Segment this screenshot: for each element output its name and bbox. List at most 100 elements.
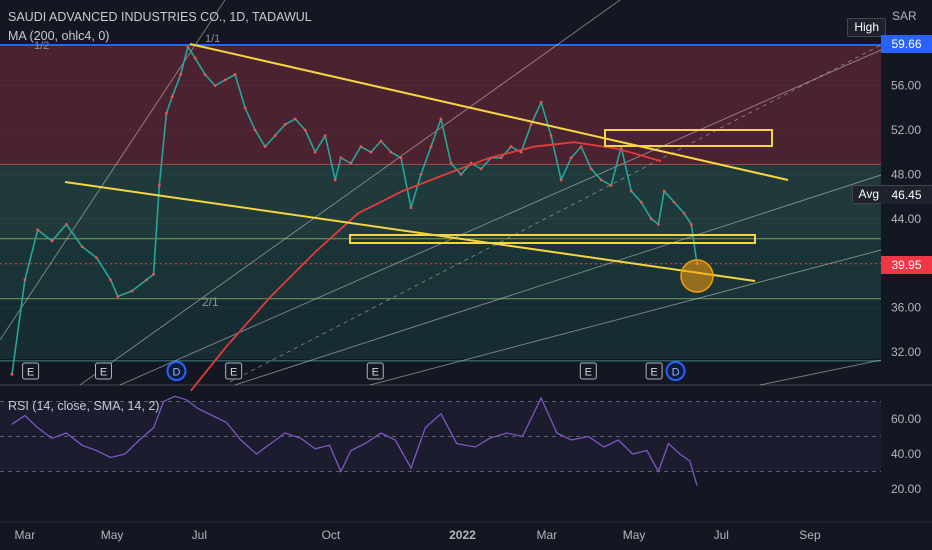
price-point (193, 56, 197, 60)
price-point (379, 139, 383, 143)
earnings-marker (225, 362, 243, 380)
dividend-marker (166, 361, 187, 381)
fib-fan-ray (0, 0, 226, 341)
price-point (539, 100, 543, 104)
time-axis-tick: Jul (192, 528, 207, 542)
dividend-marker-label: D (672, 367, 680, 379)
fib-label-top: 1/1 (205, 33, 221, 45)
price-point (589, 167, 593, 171)
price-point (479, 167, 483, 171)
price-point (409, 206, 413, 210)
earnings-marker (95, 362, 113, 380)
price-point (186, 45, 190, 49)
price-point (253, 128, 257, 132)
rsi-axis-tick: 40.00 (891, 447, 921, 461)
lower-trendline (64, 181, 756, 282)
time-axis-tick: May (101, 528, 124, 542)
price-point (203, 73, 207, 76)
price-point (389, 150, 393, 154)
price-axis-tick: 48.00 (891, 167, 921, 181)
price-point (672, 200, 676, 204)
price-point (36, 228, 40, 232)
price-point (80, 245, 84, 248)
fib-label-two-one: 2/1 (202, 295, 219, 309)
ma-indicator-label[interactable]: MA (200, ohlc4, 0) (8, 29, 110, 43)
rsi-indicator-label[interactable]: RSI (14, close, SMA, 14, 2) (8, 399, 160, 413)
price-point (419, 173, 423, 176)
price-point (165, 111, 168, 115)
time-axis-tick: Mar (15, 528, 36, 542)
price-point (109, 278, 113, 282)
rsi-axis-tick: 60.00 (891, 412, 921, 426)
price-point (303, 128, 307, 132)
fib-fan-dashed-ray (229, 44, 882, 383)
currency-label[interactable]: SAR (892, 9, 917, 23)
price-point (662, 189, 666, 193)
price-point (359, 145, 363, 149)
price-point (283, 123, 287, 126)
price-point (263, 145, 267, 149)
price-point (313, 150, 317, 154)
price-series-line (11, 45, 698, 375)
price-axis-tick: 44.00 (891, 212, 921, 226)
price-axis-tick: 32.00 (891, 345, 921, 359)
price-point (509, 145, 513, 149)
fib-fan-ray (369, 249, 882, 386)
earnings-marker-label: E (100, 367, 107, 379)
price-point (243, 106, 247, 110)
price-point (94, 256, 98, 260)
price-point (23, 278, 27, 282)
price-point (152, 272, 155, 276)
earnings-marker-label: E (650, 367, 657, 379)
price-point (233, 73, 237, 76)
dividend-marker-label: D (172, 367, 180, 379)
price-point (116, 295, 120, 298)
high-price-badge: 59.66 (881, 35, 932, 53)
price-point (50, 239, 54, 243)
upper-trendline (189, 43, 789, 181)
fib-fan-ray (759, 359, 882, 386)
ma-series-line (190, 141, 662, 392)
price-point (333, 178, 337, 182)
price-point (429, 145, 433, 149)
price-point (293, 117, 297, 121)
fib-fan-ray (119, 49, 882, 386)
resistance-box (604, 129, 773, 147)
fib-fan-ray (234, 174, 882, 386)
earnings-marker-label: E (585, 367, 592, 379)
price-point (439, 117, 443, 121)
earnings-marker (366, 362, 384, 380)
price-point (145, 278, 148, 282)
price-axis-tick: 56.00 (891, 79, 921, 93)
price-point (609, 184, 613, 187)
price-point (656, 222, 660, 226)
price-point (599, 178, 603, 182)
price-point (649, 217, 653, 221)
price-point (273, 134, 277, 137)
support-box (349, 234, 756, 244)
target-circle (680, 259, 714, 293)
price-point (689, 222, 693, 226)
high-tag: High (847, 18, 886, 37)
price-point (459, 173, 463, 176)
price-point (10, 372, 14, 376)
price-point (157, 184, 161, 187)
price-point (349, 161, 353, 165)
middle-band (0, 164, 881, 239)
fib-fan-ray (79, 0, 621, 386)
avg-price-badge: 46.45 (881, 185, 932, 204)
earnings-marker-label: E (230, 367, 237, 379)
dividend-marker (665, 361, 686, 381)
time-axis-tick: Jul (714, 528, 729, 542)
earnings-marker (22, 362, 40, 380)
price-point (529, 123, 533, 126)
time-axis-tick: 2022 (449, 528, 476, 542)
price-point (579, 145, 583, 149)
time-axis-tick: Mar (537, 528, 558, 542)
axis-bg (881, 0, 932, 550)
rsi-axis-tick: 20.00 (891, 482, 921, 496)
rsi-series-line (11, 395, 698, 486)
price-point (639, 200, 643, 204)
price-point (323, 134, 327, 137)
